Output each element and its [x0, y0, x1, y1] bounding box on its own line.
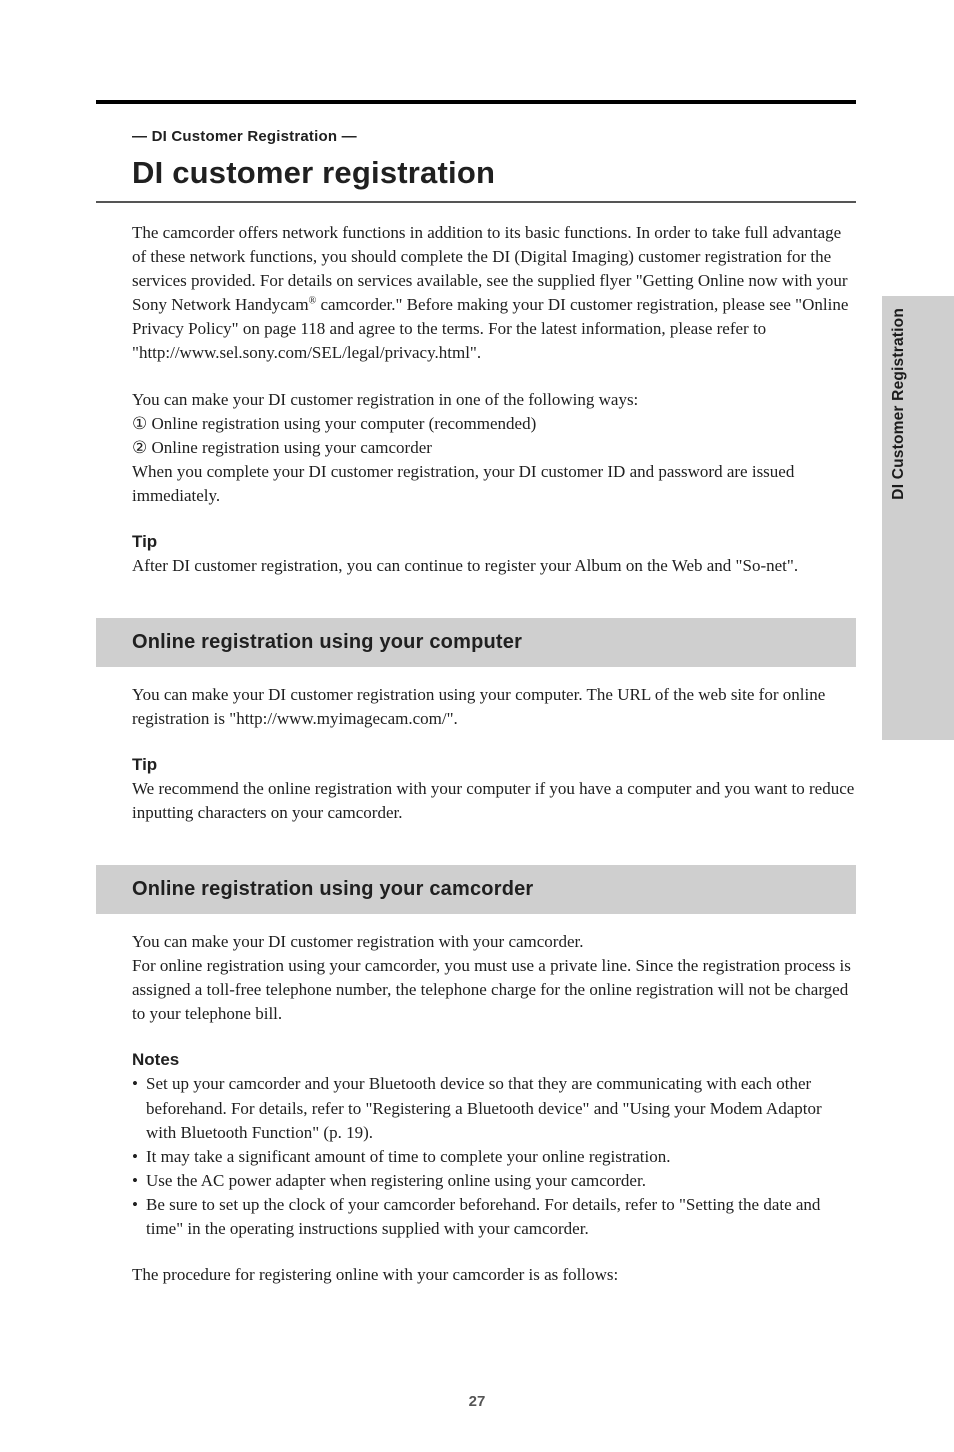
intro-p1: The camcorder offers network functions i…: [132, 221, 856, 366]
page-title: DI customer registration: [96, 151, 856, 201]
section2-block: You can make your DI customer registrati…: [132, 930, 856, 1288]
section1-tip: We recommend the online registration wit…: [132, 777, 856, 825]
intro-way1: ① Online registration using your compute…: [132, 412, 856, 436]
intro-way1-text: Online registration using your computer …: [147, 414, 536, 433]
section-bar-2: Online registration using your camcorder: [96, 865, 856, 913]
title-row: DI customer registration: [96, 151, 856, 203]
list-item: Be sure to set up the clock of your camc…: [132, 1193, 856, 1241]
top-rule: [96, 100, 856, 104]
chapter-heading: — DI Customer Registration —: [132, 126, 954, 147]
intro-tip: After DI customer registration, you can …: [132, 554, 856, 578]
intro-ways-lead: You can make your DI customer registrati…: [132, 388, 856, 412]
side-tab-label: DI Customer Registration: [888, 308, 910, 500]
section1-block: You can make your DI customer registrati…: [132, 683, 856, 826]
intro-block: The camcorder offers network functions i…: [132, 221, 856, 579]
section2-p2: For online registration using your camco…: [132, 954, 856, 1026]
circled-2-icon: ②: [132, 436, 147, 460]
circled-1-icon: ①: [132, 412, 147, 436]
intro-p3: When you complete your DI customer regis…: [132, 460, 856, 508]
page-number: 27: [0, 1391, 954, 1412]
intro-tip-label: Tip: [132, 530, 856, 554]
section1-tip-label: Tip: [132, 753, 856, 777]
section-bar-1: Online registration using your computer: [96, 618, 856, 666]
section2-p3: The procedure for registering online wit…: [132, 1263, 856, 1287]
intro-way2: ② Online registration using your camcord…: [132, 436, 856, 460]
list-item: Use the AC power adapter when registerin…: [132, 1169, 856, 1193]
section2-p1: You can make your DI customer registrati…: [132, 930, 856, 954]
side-tab: DI Customer Registration: [882, 296, 954, 740]
section2-notes-label: Notes: [132, 1048, 856, 1072]
intro-way2-text: Online registration using your camcorder: [147, 438, 432, 457]
title-underline: [96, 201, 856, 203]
section1-p1: You can make your DI customer registrati…: [132, 683, 856, 731]
list-item: Set up your camcorder and your Bluetooth…: [132, 1072, 856, 1144]
section2-notes-list: Set up your camcorder and your Bluetooth…: [132, 1072, 856, 1241]
list-item: It may take a significant amount of time…: [132, 1145, 856, 1169]
